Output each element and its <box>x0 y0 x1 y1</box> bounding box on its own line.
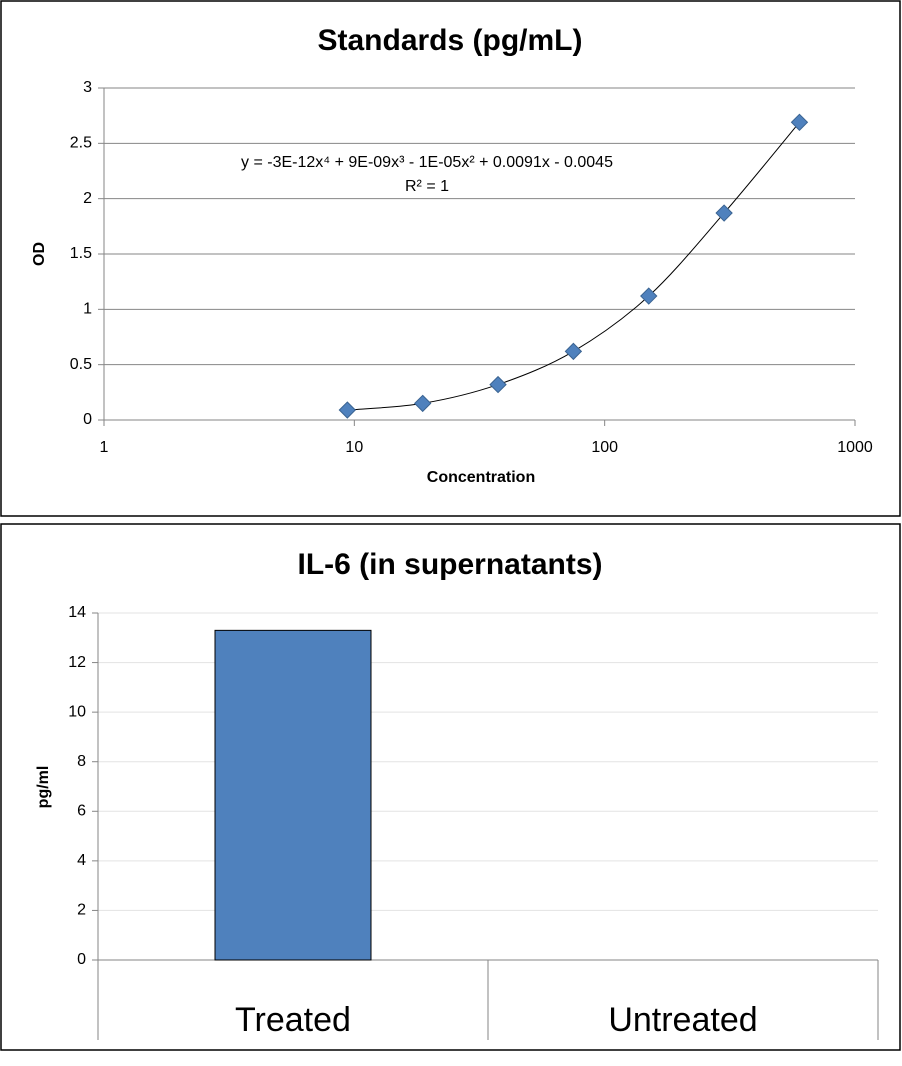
y-axis-title: pg/ml <box>35 766 52 809</box>
y-tick-label: 14 <box>68 604 86 621</box>
data-point <box>790 113 809 132</box>
y-tick-label: 2 <box>83 190 92 207</box>
data-point <box>338 401 357 419</box>
data-point <box>640 287 658 305</box>
x-tick-label: Untreated <box>608 1001 757 1039</box>
y-tick-label: 1 <box>83 301 92 318</box>
y-tick-label: 12 <box>68 654 86 671</box>
y-tick-label: 3 <box>83 79 92 96</box>
data-point <box>413 394 432 413</box>
y-tick-label: 2 <box>77 902 86 919</box>
r-squared: R² = 1 <box>405 178 449 195</box>
trendline-equation: y = -3E-12x⁴ + 9E-09x³ - 1E-05x² + 0.009… <box>241 154 613 171</box>
bar <box>214 629 372 961</box>
chart-frame <box>0 0 901 517</box>
x-tick-label: Treated <box>235 1001 351 1039</box>
x-tick-label: 100 <box>591 439 618 456</box>
x-tick-label: 10 <box>345 439 363 456</box>
y-tick-label: 6 <box>77 803 86 820</box>
data-point <box>489 375 507 394</box>
x-tick-label: 1 <box>100 439 109 456</box>
chart-frame <box>0 523 901 1051</box>
y-axis-title: OD <box>31 242 48 266</box>
y-tick-label: 0 <box>83 411 92 428</box>
chart-title: IL-6 (in supernatants) <box>297 548 602 581</box>
data-point <box>715 204 733 222</box>
y-tick-label: 2.5 <box>70 135 92 152</box>
y-tick-label: 1.5 <box>70 245 92 262</box>
y-tick-label: 4 <box>77 852 86 869</box>
y-tick-label: 0 <box>77 951 86 968</box>
y-tick-label: 8 <box>77 753 86 770</box>
data-point <box>564 342 583 361</box>
y-tick-label: 0.5 <box>70 356 92 373</box>
y-tick-label: 10 <box>68 703 86 720</box>
x-axis-title: Concentration <box>427 469 535 486</box>
x-tick-label: 1000 <box>837 439 873 456</box>
chart-title: Standards (pg/mL) <box>317 24 582 57</box>
